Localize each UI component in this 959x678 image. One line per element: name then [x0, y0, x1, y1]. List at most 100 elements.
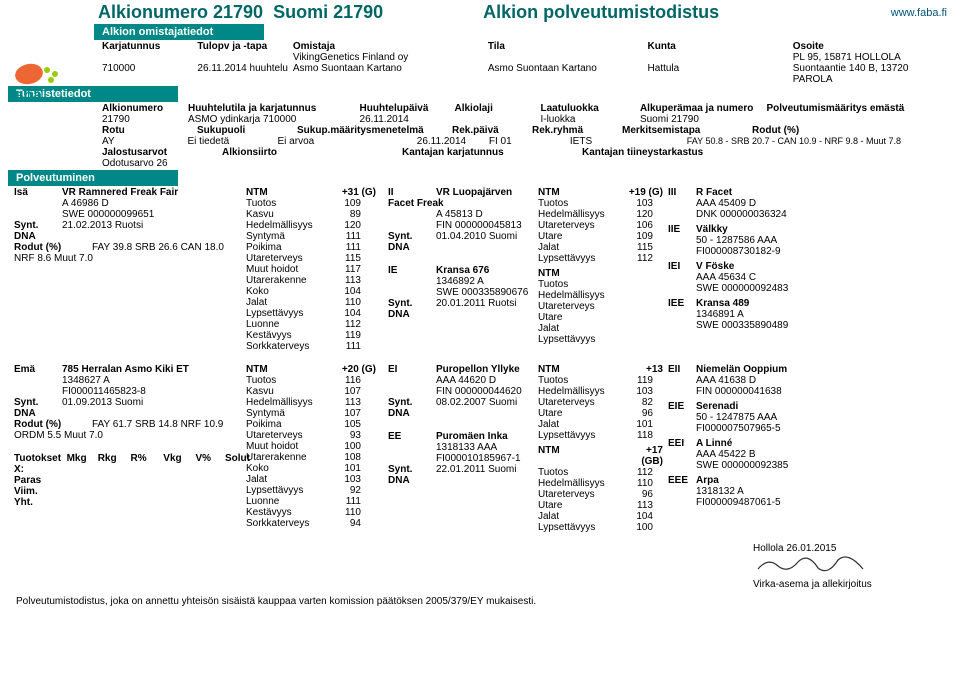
th-tila: Tila — [486, 41, 646, 52]
isa-swe: SWE 000000099651 — [62, 209, 246, 220]
ema-tbl: NTM+20 (G) Tuotos116 Kasvu107 Hedelmälli… — [246, 364, 388, 533]
iee-id: 1346891 A — [696, 309, 803, 320]
th-tulopv: Tulopv ja -tapa — [195, 41, 290, 52]
v-rekryhma: FI 01 — [487, 136, 568, 147]
th-rekpv: Rek.päivä — [450, 125, 530, 136]
isa-dna-lbl: DNA — [14, 231, 62, 242]
isa-lbl: Isä — [14, 187, 62, 198]
v-rotu: AY — [100, 136, 186, 147]
v-alkupera: Suomi 21790 — [638, 114, 765, 125]
eie-lbl: EIE — [668, 401, 696, 412]
owner-r2-om: Asmo Suontaan Kartano — [291, 63, 486, 85]
iei-swe: SWE 000000092483 — [696, 283, 803, 294]
owner-r2-tila: Asmo Suontaan Kartano — [486, 63, 646, 85]
th-alkionsiirto: Alkionsiirto — [220, 147, 400, 158]
owner-section-hdr: Alkion omistajatiedot — [94, 24, 264, 40]
ema-lbl: Emä — [14, 364, 62, 375]
th-alkupera: Alkuperämaa ja numero — [638, 103, 765, 114]
th-tiineyst: Kantajan tiineystarkastus — [580, 147, 705, 158]
th-sukupmen: Sukup.määritysmenetelmä — [295, 125, 450, 136]
th-alkionum: Alkionumero — [100, 103, 186, 114]
owner-r2-os: Suontaantie 140 B, 13720 PAROLA — [791, 63, 945, 85]
ee-fin: FI000010185967-1 — [436, 453, 538, 464]
ii-dna-lbl: DNA — [388, 242, 436, 253]
th-rekryhma: Rek.ryhmä — [530, 125, 620, 136]
v-alkionum: 21790 — [100, 114, 186, 125]
th-polv: Polveutumismääritys emästä — [764, 103, 945, 114]
ee-synt: 22.01.2011 Suomi — [436, 464, 516, 475]
v-rodut: FAY 50.8 - SRB 20.7 - CAN 10.9 - NRF 9.8… — [685, 136, 945, 147]
footer-sig: Virka-asema ja allekirjoitus — [753, 579, 873, 590]
ema-synt: 01.09.2013 Suomi — [62, 397, 143, 408]
ei-dna-lbl: DNA — [388, 408, 436, 419]
ei-fin: FIN 000000044620 — [436, 386, 538, 397]
eie-name: Serenadi — [696, 401, 738, 412]
iei-name: V Föske — [696, 261, 734, 272]
th-rotu: Rotu — [100, 125, 195, 136]
ii-lbl: II — [388, 187, 436, 198]
iei-id: AAA 45634 C — [696, 272, 803, 283]
signature-icon — [753, 554, 873, 576]
ped-section-hdr: Polveutuminen — [8, 170, 178, 186]
th-huuhpv: Huuhtelupäivä — [358, 103, 453, 114]
ie-synt-lbl: Synt. — [388, 298, 436, 309]
ie-dna-lbl: DNA — [388, 309, 436, 320]
ei-synt: 08.02.2007 Suomi — [436, 397, 517, 408]
tuotokset-viim: Viim. — [14, 486, 246, 497]
eie-id: 50 - 1247875 AAA — [696, 412, 803, 423]
tuotokset-x: X: — [14, 464, 246, 475]
ie-lbl: IE — [388, 265, 436, 276]
ema-dna-lbl: DNA — [14, 408, 62, 419]
owner-r1-tila — [486, 52, 646, 63]
v-sukupuoli: Ei tiedetä — [186, 136, 276, 147]
iii-dnk: DNK 000000036324 — [696, 209, 803, 220]
iie-name: Välkky — [696, 224, 728, 235]
th-sukupuoli: Sukupuoli — [195, 125, 295, 136]
owner-r2-kunta: Hattula — [646, 63, 791, 85]
ee-id: 1318133 AAA — [436, 442, 538, 453]
eee-id: 1318132 A — [696, 486, 803, 497]
owner-r1-kunta — [646, 52, 791, 63]
eee-fin: FI000009487061-5 — [696, 497, 803, 508]
site-link[interactable]: www.faba.fi — [891, 7, 947, 19]
eei-id: AAA 45422 B — [696, 449, 803, 460]
th-jalostus: Jalostusarvot — [100, 147, 220, 158]
main-title: Alkion polveutumistodistus — [483, 2, 719, 23]
ei-lbl: EI — [388, 364, 436, 375]
faba-logo: faba — [2, 62, 82, 107]
owner-r1-kt — [100, 52, 195, 63]
iei-lbl: IEI — [668, 261, 696, 272]
th-omistaja: Omistaja — [291, 41, 486, 52]
iie-lbl: IIE — [668, 224, 696, 235]
footer-place: Hollola 26.01.2015 — [753, 543, 873, 554]
eii-id: AAA 41638 D — [696, 375, 803, 386]
iee-lbl: IEE — [668, 298, 696, 309]
ie-swe: SWE 000335890676 — [436, 287, 538, 298]
eei-lbl: EEI — [668, 438, 696, 449]
ii-synt: 01.04.2010 Suomi — [436, 231, 517, 242]
ei-synt-lbl: Synt. — [388, 397, 436, 408]
ema-rodut-lbl: Rodut (%) — [14, 419, 92, 430]
owner-r1-tulo — [195, 52, 290, 63]
isa-tbl: NTM+31 (G) Tuotos109 Kasvu89 Hedelmällis… — [246, 187, 388, 352]
iie-fin: FI000008730182-9 — [696, 246, 803, 257]
eei-name: A Linné — [696, 438, 732, 449]
ema-fin: FI000011465823-8 — [62, 386, 246, 397]
eii-fin: FIN 000000041638 — [696, 386, 803, 397]
th-merk: Merkitsemistapa — [620, 125, 750, 136]
isa-id: A 46986 D — [62, 198, 246, 209]
svg-text:faba: faba — [9, 87, 42, 104]
ii-fin: FIN 000000045813 — [436, 220, 538, 231]
ema-id: 1348627 A — [62, 375, 246, 386]
isa-synt: 21.02.2013 Ruotsi — [62, 220, 143, 231]
eii-lbl: EII — [668, 364, 696, 375]
v-laatu: I-luokka — [538, 114, 637, 125]
th-karjatunnus: Karjatunnus — [100, 41, 195, 52]
th-laatu: Laatuluokka — [538, 103, 637, 114]
ema-synt-lbl: Synt. — [14, 397, 62, 408]
ie-synt: 20.01.2011 Ruotsi — [436, 298, 516, 309]
iii-lbl: III — [668, 187, 696, 198]
owner-r1-om: VikingGenetics Finland oy — [291, 52, 486, 63]
isa-synt-lbl: Synt. — [14, 220, 62, 231]
eie-fin: FI000007507965-5 — [696, 423, 803, 434]
